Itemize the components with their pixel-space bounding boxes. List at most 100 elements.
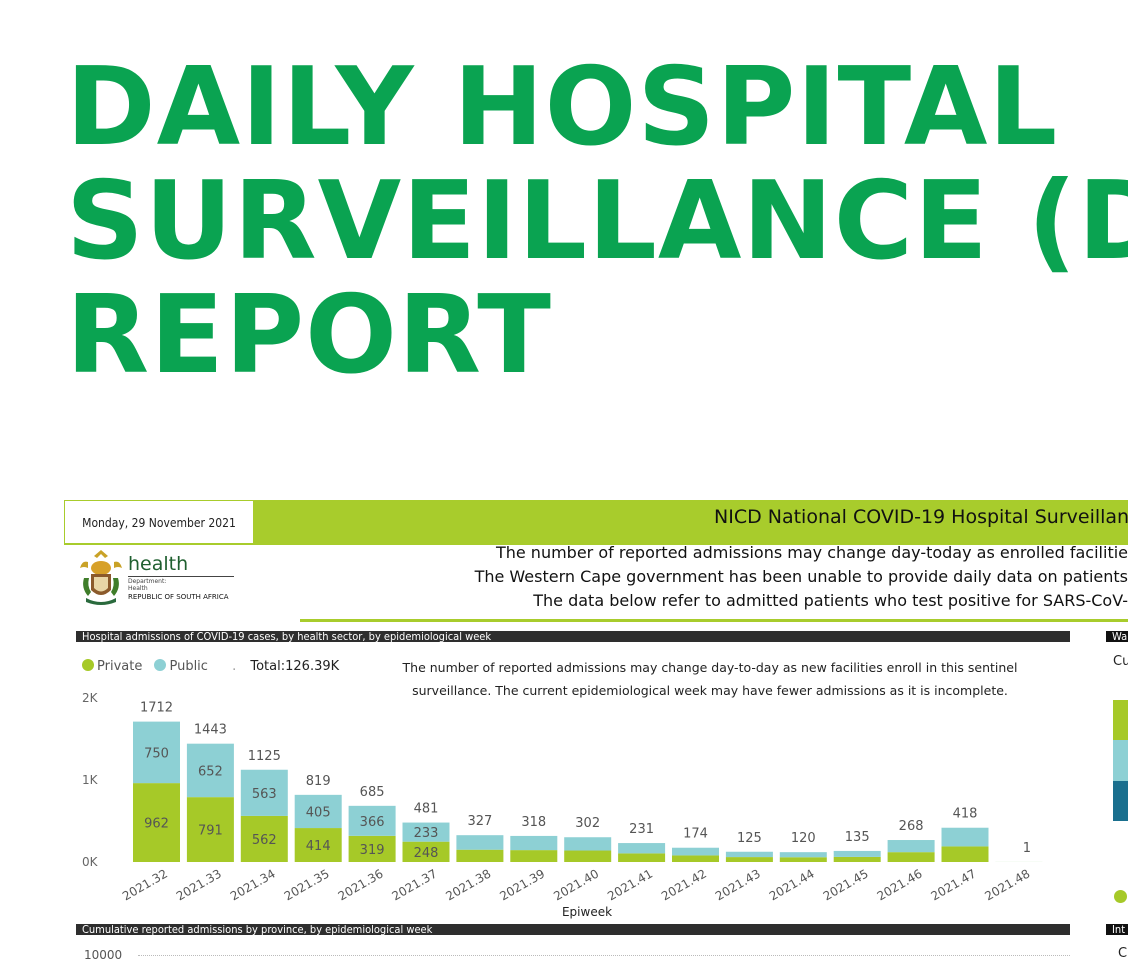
bar-total-label: 174: [683, 827, 708, 842]
note-line-1: The number of reported admissions may ch…: [475, 541, 1128, 565]
report-title-line-1: DAILY HOSPITAL: [66, 54, 1058, 162]
cumulative-y-tick: 10000: [84, 948, 122, 962]
x-tick-label: 2021.39: [497, 866, 547, 903]
bar-total-label: 268: [899, 819, 924, 834]
bar-private: [726, 857, 773, 862]
x-tick-label: 2021.45: [821, 866, 871, 903]
legend-public-marker: [154, 659, 166, 671]
report-title-line-2: SURVEILLANCE (D: [66, 168, 1128, 276]
logo-divider: [128, 576, 234, 577]
cumulative-section-header: Cumulative reported admissions by provin…: [76, 924, 1070, 935]
bar-public: [564, 837, 611, 850]
y-tick-label: 2K: [82, 691, 99, 705]
dashboard-title: NICD National COVID-19 Hospital Surveill…: [714, 506, 1128, 528]
right-section-header-1: Wa: [1106, 631, 1128, 642]
bar-private: [942, 846, 989, 862]
legend-separator: .: [232, 659, 236, 674]
bar-public: [672, 848, 719, 856]
x-tick-label: 2021.43: [713, 866, 763, 903]
x-tick-label: 2021.44: [767, 866, 817, 903]
x-tick-label: 2021.33: [174, 866, 224, 903]
x-tick-label: 2021.48: [982, 866, 1032, 903]
bar-total-label: 318: [521, 815, 546, 830]
bar-private: [888, 852, 935, 862]
bar-private: [564, 851, 611, 862]
right-subtitle-2: C: [1118, 946, 1127, 961]
logo-word: health: [128, 553, 188, 575]
bar-private: [456, 850, 503, 862]
bar-public-label: 652: [198, 764, 223, 779]
y-tick-label: 1K: [82, 773, 99, 787]
legend-private-label: Private: [97, 659, 142, 674]
legend-public-label: Public: [169, 659, 207, 674]
bar-total-label: 125: [737, 831, 762, 846]
x-tick-label: 2021.41: [605, 866, 655, 903]
x-tick-label: 2021.34: [228, 866, 278, 903]
bar-public: [888, 840, 935, 852]
bar-total-label: 1125: [248, 749, 281, 764]
bar-private: [618, 853, 665, 862]
bar-private: [780, 857, 827, 862]
bar-public: [726, 852, 773, 857]
report-title-line-3: REPORT: [66, 282, 552, 390]
bar-total-label: 231: [629, 822, 654, 837]
health-logo: health Department: Health REPUBLIC OF SO…: [78, 548, 238, 608]
bar-private: [834, 857, 881, 862]
bar-public: [942, 828, 989, 847]
x-tick-label: 2021.46: [875, 866, 925, 903]
report-date: Monday, 29 November 2021: [64, 500, 254, 544]
x-tick-label: 2021.47: [929, 866, 979, 903]
bar-total-label: 120: [791, 831, 816, 846]
bar-public-label: 405: [306, 805, 331, 820]
bar-public: [780, 852, 827, 857]
bar-private-label: 248: [414, 846, 439, 861]
bar-private: [672, 855, 719, 862]
bar-total-label: 1: [1023, 841, 1031, 856]
bar-private-label: 962: [144, 817, 169, 832]
x-tick-label: 2021.32: [120, 866, 170, 903]
bar-total-label: 819: [306, 774, 331, 789]
bar-total-label: 302: [575, 816, 600, 831]
admissions-bar-chart: 0K 1K 2K 1712 962 750 2021.32 1443 791 652 2021.33…: [0, 680, 1070, 925]
right-section-header-2: Int: [1106, 924, 1128, 935]
logo-line-3: REPUBLIC OF SOUTH AFRICA: [128, 593, 229, 601]
bar-private-label: 791: [198, 824, 223, 839]
bar-private-label: 414: [306, 839, 331, 854]
header-notes: The number of reported admissions may ch…: [475, 541, 1128, 613]
bar-public: [618, 843, 665, 853]
x-tick-label: 2021.40: [551, 866, 601, 903]
legend-private-marker: [82, 659, 94, 671]
bar-total-label: 1712: [140, 701, 173, 716]
x-tick-label: 2021.36: [336, 866, 386, 903]
bar-total-label: 685: [360, 785, 385, 800]
x-tick-label: 2021.42: [659, 866, 709, 903]
chart-legend: Private Public . Total:126.39K: [82, 659, 339, 674]
note-line-2: The Western Cape government has been una…: [475, 565, 1128, 589]
total-label: Total:: [250, 659, 285, 674]
cumulative-gridline: [138, 955, 1070, 956]
coat-of-arms-icon: [78, 548, 124, 608]
bar-public-label: 366: [360, 815, 385, 830]
y-tick-label: 0K: [82, 855, 99, 869]
bar-public: [456, 835, 503, 850]
x-tick-label: 2021.38: [443, 866, 493, 903]
x-tick-label: 2021.37: [390, 866, 440, 903]
right-bar-private: [1113, 700, 1128, 740]
bar-public-label: 750: [144, 746, 169, 761]
bar-private-label: 562: [252, 833, 277, 848]
header-divider: [300, 619, 1128, 622]
bar-total-label: 1443: [194, 723, 227, 738]
right-subtitle-1: Cu: [1113, 654, 1128, 669]
x-axis-label: Epiweek: [562, 905, 612, 919]
bar-total-label: 135: [845, 830, 870, 845]
right-legend-marker: [1114, 890, 1127, 903]
bar-private-label: 319: [360, 843, 385, 858]
bar-public-label: 563: [252, 787, 277, 802]
chart-note-line-1: The number of reported admissions may ch…: [380, 656, 1040, 679]
bar-public-label: 233: [414, 826, 439, 841]
right-bar-other: [1113, 781, 1128, 821]
bar-total-label: 418: [953, 807, 978, 822]
total-value: 126.39K: [285, 659, 339, 674]
x-tick-label: 2021.35: [282, 866, 332, 903]
note-line-3: The data below refer to admitted patient…: [475, 589, 1128, 613]
